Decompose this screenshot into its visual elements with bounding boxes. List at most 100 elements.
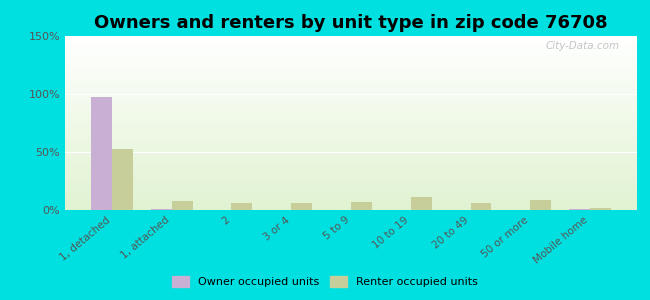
- Bar: [65, 161, 637, 163]
- Bar: [65, 158, 637, 160]
- Bar: [65, 128, 637, 130]
- Bar: [291, 203, 312, 210]
- Bar: [471, 203, 491, 210]
- Bar: [65, 196, 637, 198]
- Bar: [65, 130, 637, 132]
- Bar: [65, 194, 637, 196]
- Bar: [65, 74, 637, 76]
- Bar: [65, 83, 637, 85]
- Bar: [530, 200, 551, 210]
- Bar: [65, 90, 637, 92]
- Bar: [65, 168, 637, 170]
- Bar: [65, 99, 637, 100]
- Bar: [65, 123, 637, 125]
- Bar: [151, 209, 172, 210]
- Bar: [65, 88, 637, 90]
- Bar: [65, 71, 637, 73]
- Bar: [65, 189, 637, 191]
- Bar: [65, 180, 637, 182]
- Bar: [65, 139, 637, 140]
- Bar: [65, 172, 637, 173]
- Bar: [65, 86, 637, 88]
- Bar: [65, 140, 637, 142]
- Bar: [65, 208, 637, 210]
- Bar: [65, 125, 637, 127]
- Bar: [65, 92, 637, 93]
- Bar: [65, 102, 637, 104]
- Bar: [65, 165, 637, 167]
- Bar: [65, 193, 637, 194]
- Title: Owners and renters by unit type in zip code 76708: Owners and renters by unit type in zip c…: [94, 14, 608, 32]
- Bar: [65, 97, 637, 99]
- Bar: [65, 156, 637, 158]
- Bar: [65, 203, 637, 205]
- Bar: [65, 106, 637, 107]
- Bar: [65, 184, 637, 186]
- Bar: [65, 205, 637, 206]
- Bar: [65, 48, 637, 50]
- Bar: [65, 95, 637, 97]
- Bar: [65, 144, 637, 146]
- Bar: [590, 208, 611, 210]
- Bar: [65, 85, 637, 86]
- Bar: [65, 36, 637, 38]
- Bar: [65, 132, 637, 134]
- Bar: [65, 64, 637, 66]
- Bar: [65, 81, 637, 83]
- Bar: [65, 38, 637, 40]
- Bar: [65, 53, 637, 55]
- Bar: [65, 111, 637, 112]
- Bar: [65, 179, 637, 180]
- Bar: [65, 104, 637, 106]
- Bar: [65, 135, 637, 137]
- Bar: [569, 209, 590, 210]
- Bar: [65, 76, 637, 78]
- Bar: [65, 201, 637, 203]
- Bar: [65, 58, 637, 60]
- Bar: [65, 43, 637, 45]
- Bar: [65, 206, 637, 208]
- Bar: [65, 116, 637, 118]
- Bar: [65, 142, 637, 144]
- Bar: [65, 119, 637, 121]
- Bar: [65, 154, 637, 156]
- Bar: [65, 200, 637, 201]
- Bar: [65, 186, 637, 188]
- Bar: [65, 167, 637, 168]
- Bar: [65, 60, 637, 62]
- Bar: [65, 160, 637, 161]
- Bar: [65, 153, 637, 154]
- Bar: [65, 188, 637, 189]
- Bar: [112, 148, 133, 210]
- Bar: [65, 149, 637, 151]
- Bar: [65, 146, 637, 147]
- Bar: [65, 151, 637, 153]
- Bar: [65, 45, 637, 46]
- Bar: [65, 80, 637, 81]
- Bar: [65, 69, 637, 71]
- Bar: [65, 66, 637, 67]
- Bar: [65, 121, 637, 123]
- Bar: [65, 182, 637, 184]
- Bar: [172, 201, 192, 210]
- Bar: [65, 198, 637, 200]
- Bar: [65, 41, 637, 43]
- Legend: Owner occupied units, Renter occupied units: Owner occupied units, Renter occupied un…: [168, 271, 482, 291]
- Bar: [65, 112, 637, 114]
- Text: City-Data.com: City-Data.com: [546, 41, 620, 51]
- Bar: [65, 114, 637, 116]
- Bar: [91, 98, 112, 210]
- Bar: [65, 73, 637, 74]
- Bar: [411, 197, 432, 210]
- Bar: [65, 78, 637, 80]
- Bar: [65, 170, 637, 172]
- Bar: [65, 52, 637, 53]
- Bar: [65, 137, 637, 139]
- Bar: [65, 109, 637, 111]
- Bar: [231, 203, 252, 210]
- Bar: [65, 67, 637, 69]
- Bar: [65, 163, 637, 165]
- Bar: [65, 40, 637, 41]
- Bar: [65, 118, 637, 119]
- Bar: [65, 62, 637, 64]
